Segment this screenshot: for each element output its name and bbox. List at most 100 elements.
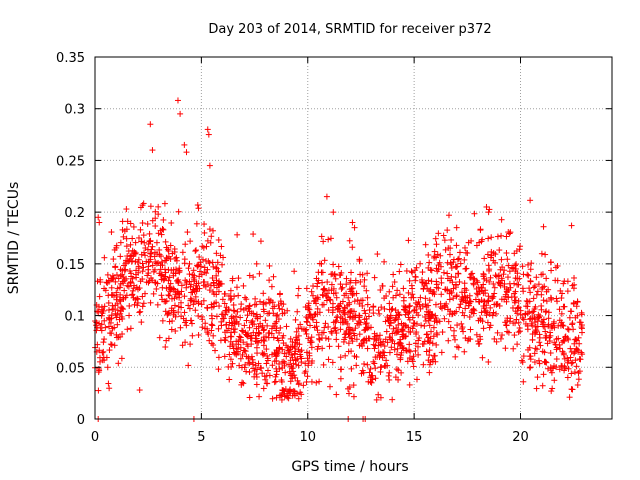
data-point — [183, 322, 190, 329]
data-point — [329, 270, 336, 277]
y-tick-label: 0.1 — [64, 310, 85, 325]
data-point — [406, 277, 413, 284]
data-point — [549, 385, 556, 392]
data-point — [158, 292, 165, 299]
data-point — [233, 338, 240, 345]
data-point — [193, 298, 200, 305]
data-point — [278, 396, 285, 403]
data-point — [548, 388, 555, 395]
data-point — [150, 268, 157, 275]
data-point — [346, 299, 353, 306]
data-point — [481, 298, 488, 305]
data-point — [130, 223, 137, 230]
data-point — [411, 320, 418, 327]
data-point — [150, 290, 157, 297]
data-point — [244, 312, 251, 319]
data-point — [558, 295, 565, 302]
data-point — [353, 353, 360, 360]
data-point — [534, 374, 541, 381]
data-point — [155, 203, 162, 210]
data-point — [368, 372, 375, 379]
data-point — [462, 335, 469, 342]
data-point — [402, 304, 409, 311]
data-point — [300, 382, 307, 389]
data-point — [105, 306, 112, 313]
data-point — [204, 281, 211, 288]
data-point — [243, 368, 250, 375]
data-point — [248, 341, 255, 348]
data-point — [144, 220, 151, 227]
data-point — [556, 341, 563, 348]
data-point — [193, 220, 200, 227]
data-point — [531, 359, 538, 366]
data-point — [208, 340, 215, 347]
data-point — [447, 308, 454, 315]
data-point — [427, 335, 434, 342]
data-point — [146, 238, 153, 245]
data-point — [252, 295, 259, 302]
data-point — [272, 378, 279, 385]
data-point — [498, 232, 505, 239]
data-point — [339, 284, 346, 291]
data-point — [413, 329, 420, 336]
data-point — [499, 332, 506, 339]
data-point — [273, 357, 280, 364]
data-point — [427, 308, 434, 315]
data-point — [290, 360, 297, 367]
data-point — [574, 347, 581, 354]
data-point — [327, 235, 334, 242]
data-point — [465, 335, 472, 342]
data-point — [225, 363, 232, 370]
data-point — [263, 380, 270, 387]
data-point — [532, 303, 539, 310]
data-point — [328, 281, 335, 288]
data-point — [269, 305, 276, 312]
y-tick-label: 0.3 — [64, 103, 85, 118]
data-point — [160, 226, 167, 233]
data-point — [554, 298, 561, 305]
data-point — [571, 274, 578, 281]
data-point — [288, 365, 295, 372]
data-point — [538, 271, 545, 278]
data-point — [493, 338, 500, 345]
data-point — [98, 321, 105, 328]
data-point — [168, 305, 175, 312]
data-point — [372, 375, 379, 382]
data-point — [178, 299, 185, 306]
data-point — [491, 290, 498, 297]
data-point — [441, 315, 448, 322]
data-point — [412, 340, 419, 347]
data-point — [162, 344, 169, 351]
data-point — [435, 230, 442, 237]
data-point — [342, 316, 349, 323]
data-point — [194, 263, 201, 270]
data-point — [398, 326, 405, 333]
data-point — [289, 372, 296, 379]
data-point — [545, 309, 552, 316]
data-point — [205, 131, 212, 138]
data-point — [412, 277, 419, 284]
data-point — [164, 311, 171, 318]
data-point — [269, 395, 276, 402]
data-point — [153, 285, 160, 292]
data-point — [508, 264, 515, 271]
data-point — [506, 268, 513, 275]
data-point — [486, 311, 493, 318]
data-point — [442, 286, 449, 293]
data-point — [486, 278, 493, 285]
data-point — [470, 281, 477, 288]
data-point — [289, 392, 296, 399]
data-point — [578, 324, 585, 331]
data-point — [503, 322, 510, 329]
data-point — [286, 361, 293, 368]
data-point — [383, 293, 390, 300]
data-point — [253, 260, 260, 267]
data-point — [132, 250, 139, 257]
data-point — [320, 292, 327, 299]
data-point — [359, 302, 366, 309]
data-point — [568, 222, 575, 229]
data-point — [279, 346, 286, 353]
data-point — [547, 259, 554, 266]
data-point — [261, 308, 268, 315]
data-point — [569, 359, 576, 366]
